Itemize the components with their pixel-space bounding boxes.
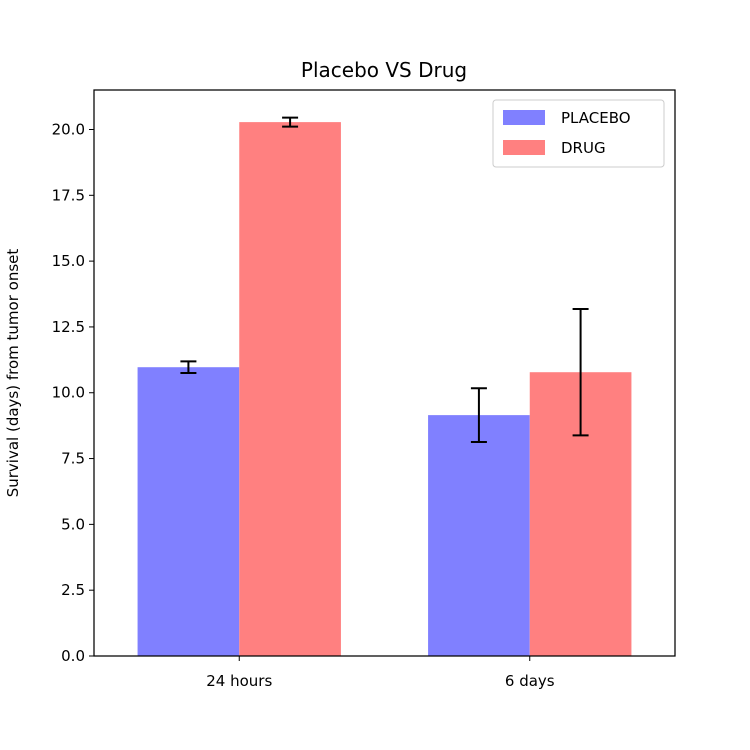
y-axis: 0.0 2.5 5.0 7.5 10.0 12.5 15.0 17.5 20.0 bbox=[52, 120, 94, 665]
y-tick-label: 2.5 bbox=[61, 581, 85, 599]
x-axis: 24 hours 6 days bbox=[206, 656, 555, 690]
axes-frame bbox=[93, 89, 676, 657]
y-tick-label: 20.0 bbox=[52, 120, 85, 138]
error-bar-placebo-6-days bbox=[470, 387, 487, 443]
y-axis-label: Survival (days) from tumor onset bbox=[4, 249, 22, 498]
y-tick-label: 5.0 bbox=[61, 515, 85, 533]
plot-area bbox=[137, 116, 632, 657]
chart-title: Placebo VS Drug bbox=[301, 58, 467, 82]
bar-drug-24-hours bbox=[239, 122, 341, 657]
legend-swatch-placebo bbox=[503, 110, 545, 125]
legend-swatch-drug bbox=[503, 140, 545, 155]
bar-placebo-6-days bbox=[428, 415, 530, 656]
y-tick-label: 7.5 bbox=[61, 450, 85, 468]
legend-label-drug: DRUG bbox=[561, 139, 606, 157]
x-tick-label-6-days: 6 days bbox=[505, 672, 555, 690]
error-bar-drug-6-days bbox=[572, 308, 589, 437]
y-tick-label: 17.5 bbox=[52, 186, 85, 204]
y-tick-label: 10.0 bbox=[52, 384, 85, 402]
bar-placebo-24-hours bbox=[137, 367, 240, 656]
y-tick-label: 15.0 bbox=[52, 252, 85, 270]
y-tick-label: 12.5 bbox=[52, 318, 85, 336]
legend: PLACEBO DRUG bbox=[492, 99, 665, 168]
legend-label-placebo: PLACEBO bbox=[561, 109, 631, 127]
error-bars bbox=[180, 116, 589, 443]
error-bar-drug-24-hours bbox=[282, 116, 299, 128]
x-tick-label-24-hours: 24 hours bbox=[206, 672, 272, 690]
y-tick-label: 0.0 bbox=[61, 647, 85, 665]
error-bar-placebo-24-hours bbox=[180, 360, 197, 374]
